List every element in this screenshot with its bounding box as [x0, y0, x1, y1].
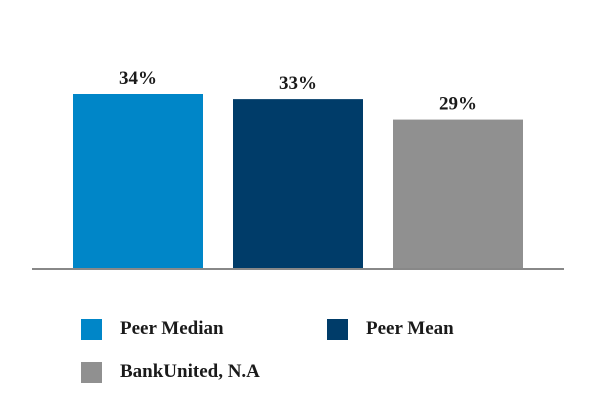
legend-item-peer-mean: Peer Mean: [327, 318, 454, 340]
bar-bankunited-n-a: [393, 119, 523, 269]
bars-group: [73, 94, 523, 269]
legend-item-bankunited: BankUnited, N.A: [81, 361, 260, 383]
data-labels-group: 34% 33% 29%: [119, 68, 477, 115]
bar-peer-mean: [233, 99, 363, 268]
data-label-peer-median: 34%: [119, 68, 157, 89]
legend-item-peer-median: Peer Median: [81, 318, 224, 340]
data-label-peer-mean: 33%: [279, 73, 317, 94]
data-label-bankunited-n-a: 29%: [439, 94, 477, 115]
legend-swatch-bankunited: [81, 361, 102, 383]
legend-swatch-peer-mean: [327, 318, 348, 340]
legend-label-bankunited: BankUnited, N.A: [120, 361, 260, 382]
legend-label-peer-median: Peer Median: [120, 318, 224, 339]
legend-swatch-peer-median: [81, 318, 102, 340]
legend-label-peer-mean: Peer Mean: [366, 318, 454, 339]
bar-peer-median: [73, 94, 203, 268]
